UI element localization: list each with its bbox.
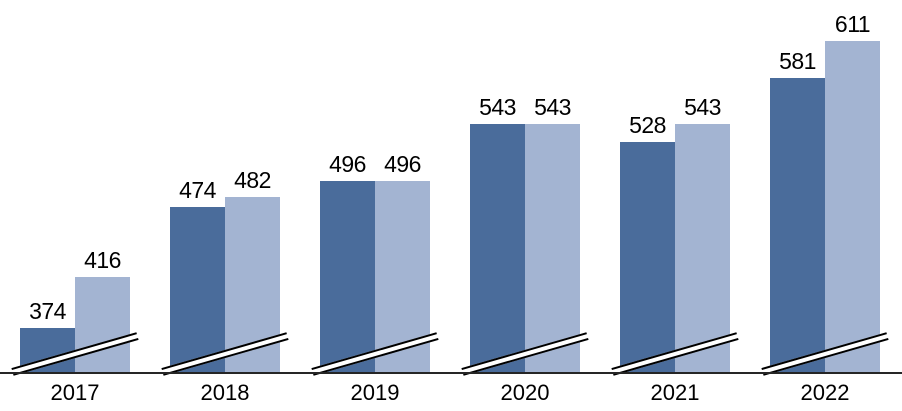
bar-2019-dark-blue-series [320,180,375,373]
x-tick-label-2020: 2020 [500,380,550,405]
data-label-2021-dark-blue-series: 528 [629,111,666,138]
bar-2020-dark-blue-series [470,123,525,373]
bar-2018-dark-blue-series [170,207,225,373]
data-label-2020-light-blue-series: 543 [534,93,571,120]
bar-2022-dark-blue-series [770,77,825,373]
x-tick-label-2017: 2017 [50,380,100,405]
bar-2021-light-blue-series [675,123,730,373]
data-label-2019-light-blue-series: 496 [384,150,421,177]
x-tick-label-2021: 2021 [650,380,700,405]
data-label-2020-dark-blue-series: 543 [479,93,516,120]
data-label-2021-light-blue-series: 543 [684,93,721,120]
data-label-2017-light-blue-series: 416 [84,247,121,274]
data-label-2022-light-blue-series: 611 [834,11,871,38]
x-tick-label-2018: 2018 [200,380,250,405]
bar-2017-light-blue-series [75,277,130,373]
data-label-2017-dark-blue-series: 374 [29,298,66,325]
bar-2020-light-blue-series [525,123,580,373]
x-tick-label-2019: 2019 [350,380,400,405]
bar-2022-light-blue-series [825,41,880,373]
x-tick-label-2022: 2022 [800,380,850,405]
x-axis-line [0,372,902,374]
data-label-2018-dark-blue-series: 474 [179,177,216,204]
data-label-2022-dark-blue-series: 581 [779,47,816,74]
data-label-2019-dark-blue-series: 496 [329,150,366,177]
bar-2021-dark-blue-series [620,141,675,373]
data-label-2018-light-blue-series: 482 [234,167,271,194]
